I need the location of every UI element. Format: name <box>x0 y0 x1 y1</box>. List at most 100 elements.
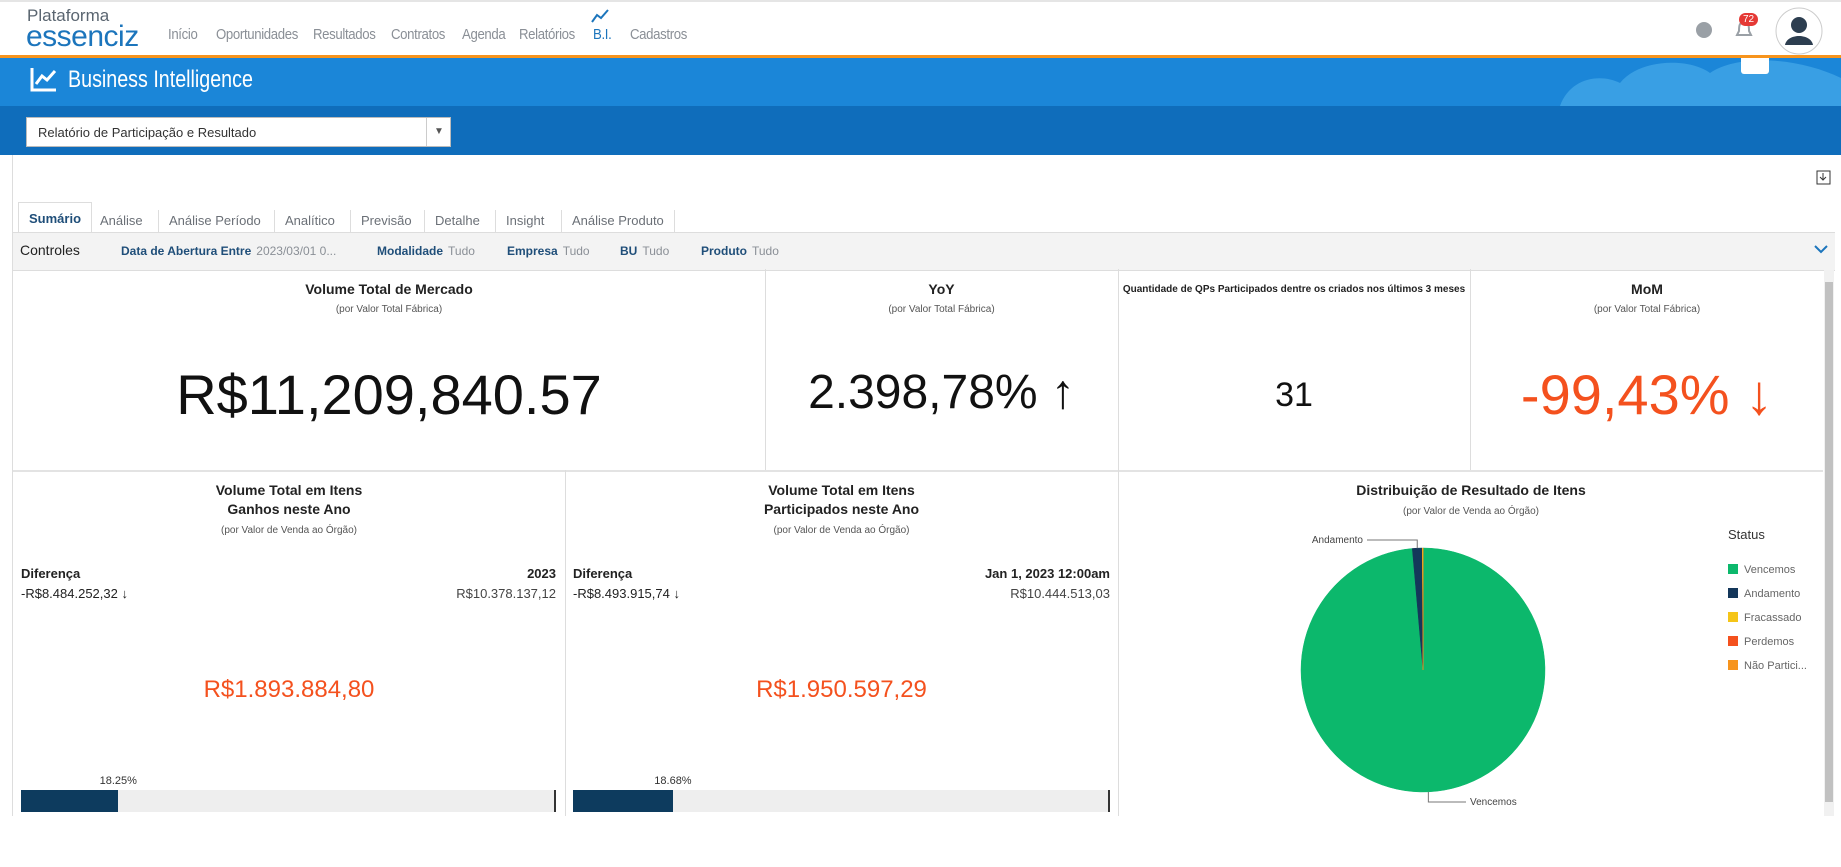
filter[interactable]: Modalidade Tudo <box>377 244 475 258</box>
banner <box>0 58 1841 106</box>
filter-value: Tudo <box>448 244 475 258</box>
legend-swatch <box>1728 612 1738 622</box>
collapse-button[interactable] <box>1741 58 1769 74</box>
callout-line <box>1367 539 1418 549</box>
card-title: Volume Total em Itens <box>215 482 363 498</box>
content-frame <box>12 155 1835 816</box>
ref-value: R$10.444.513,03 <box>1010 586 1110 601</box>
filter-name: BU <box>620 244 638 258</box>
filter[interactable]: Empresa Tudo <box>507 244 590 258</box>
legend-label: Fracassado <box>1744 612 1801 624</box>
diff-label: Diferença <box>573 566 633 581</box>
controls-bar <box>13 232 1835 271</box>
tab[interactable]: Análise Período <box>158 210 271 232</box>
card-title: Participados neste Ano <box>763 501 920 517</box>
ref-value: R$10.378.137,12 <box>456 586 556 601</box>
ref-label: 2023 <box>527 566 556 581</box>
chart-subtitle: (por Valor de Venda ao Órgão) <box>1402 506 1539 517</box>
divider <box>765 269 766 470</box>
nav-item[interactable]: Relatórios <box>519 26 575 43</box>
kpi-value: R$11,209,840.57 <box>176 363 602 426</box>
filter[interactable]: BU Tudo <box>620 244 669 258</box>
nav-item[interactable]: Início <box>168 26 198 43</box>
tab[interactable]: Insight <box>495 210 554 232</box>
controls-label: Controles <box>20 242 80 258</box>
filter-value: Tudo <box>562 244 590 258</box>
kpi-title: YoY <box>928 281 955 297</box>
progress-label: 18.25% <box>99 775 137 787</box>
tab-active[interactable]: Sumário <box>18 202 93 233</box>
card-subtitle: (por Valor de Venda ao Órgão) <box>773 525 910 536</box>
report-select-text: Relatório de Participação e Resultado <box>38 125 257 140</box>
filter-name: Data de Abertura Entre <box>121 244 252 258</box>
progress-track <box>21 790 556 812</box>
header-accent <box>0 55 1841 58</box>
progress-track <box>573 790 1110 812</box>
legend-label: Vencemos <box>1744 564 1796 576</box>
callout-label: Vencemos <box>1470 797 1517 808</box>
kpi-subtitle: (por Valor Total Fábrica) <box>888 304 995 315</box>
kpi-value: 2.398,78% ↑ <box>808 366 1075 419</box>
legend-swatch <box>1728 660 1738 670</box>
scrollbar <box>1824 270 1834 816</box>
expand-icon[interactable] <box>1814 244 1828 254</box>
divider <box>565 470 566 816</box>
progress-bar <box>573 790 673 812</box>
card-title: Volume Total em Itens <box>768 482 915 498</box>
progress-label: 18.68% <box>654 775 692 787</box>
pie-chart: Vencemos Andamento Fracassado Perdemos Não P… <box>1300 535 1807 808</box>
tab[interactable]: Analítico <box>274 210 345 232</box>
divider <box>1118 269 1119 470</box>
tab[interactable]: Previsão <box>350 210 422 232</box>
globe-icon[interactable] <box>1694 20 1714 40</box>
tab[interactable]: Análise Produto <box>561 210 675 232</box>
legend-swatch <box>1728 636 1738 646</box>
kpi-subtitle: (por Valor Total Fábrica) <box>335 304 443 315</box>
nav-item[interactable]: Resultados <box>313 26 376 43</box>
nav-item[interactable]: B.I. <box>593 26 612 43</box>
bi-icon <box>591 9 609 23</box>
nav-item[interactable]: Agenda <box>462 26 506 43</box>
scroll-thumb[interactable] <box>1825 282 1833 802</box>
bi-banner-icon <box>30 68 57 92</box>
tab[interactable]: Análise <box>100 213 143 228</box>
top-bar <box>0 0 1841 58</box>
filter[interactable]: Produto Tudo <box>701 244 779 258</box>
filter-name: Modalidade <box>377 244 444 258</box>
callout-label: Andamento <box>1312 535 1364 546</box>
divider <box>1470 269 1471 470</box>
banner-title: Business Intelligence <box>68 66 253 93</box>
download-icon[interactable] <box>1816 170 1832 186</box>
kpi-value: 31 <box>1275 376 1313 414</box>
nav-item[interactable]: Cadastros <box>630 26 687 43</box>
tab[interactable]: Detalhe <box>424 210 490 232</box>
legend-title: Status <box>1728 527 1765 542</box>
cloud-decoration <box>1560 60 1841 106</box>
kpi-title: Volume Total de Mercado <box>305 281 473 297</box>
ref-label: Jan 1, 2023 12:00am <box>984 566 1110 581</box>
kpi-title: MoM <box>1631 281 1663 297</box>
legend-swatch <box>1728 588 1738 598</box>
filter[interactable]: Data de Abertura Entre 2023/03/01 0... <box>121 244 336 258</box>
chart-title: Distribuição de Resultado de Itens <box>1356 482 1586 498</box>
select-arrow: ▼ <box>426 118 451 146</box>
nav-item[interactable]: Oportunidades <box>216 26 299 43</box>
legend-label: Perdemos <box>1744 636 1795 648</box>
card-title: Ganhos neste Ano <box>227 501 351 517</box>
card-subtitle: (por Valor de Venda ao Órgão) <box>220 525 357 536</box>
filter-value: Tudo <box>752 244 779 258</box>
filter-name: Empresa <box>507 244 558 258</box>
legend-label: Não Partici... <box>1744 660 1807 672</box>
diff-value: -R$8.484.252,32 ↓ <box>21 586 128 601</box>
filter-name: Produto <box>701 244 747 258</box>
kpi-subtitle: (por Valor Total Fábrica) <box>1593 304 1701 315</box>
card-value: R$1.950.597,29 <box>756 676 927 703</box>
kpi-row <box>13 269 1823 472</box>
avatar[interactable] <box>1775 7 1823 55</box>
divider <box>1118 470 1119 816</box>
card-value: R$1.893.884,80 <box>203 676 375 703</box>
nav-item[interactable]: Contratos <box>391 26 446 43</box>
report-select[interactable]: Relatório de Participação e Resultado ▼ <box>26 117 451 147</box>
